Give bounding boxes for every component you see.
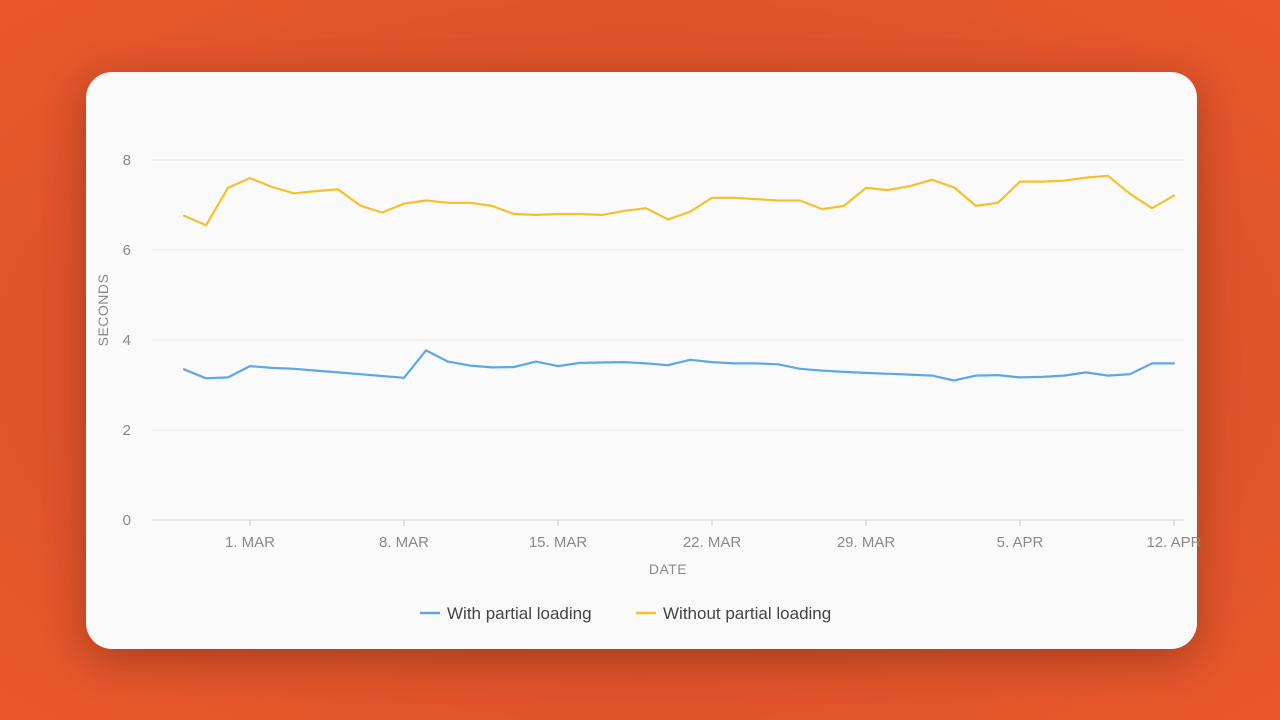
legend-label-with-partial-loading: With partial loading bbox=[447, 604, 592, 623]
x-tick-label: 22. MAR bbox=[683, 534, 742, 551]
x-tick-label: 12. APR bbox=[1146, 534, 1201, 551]
chart-card bbox=[86, 72, 1197, 649]
legend-label-without-partial-loading: Without partial loading bbox=[663, 604, 831, 623]
series-line-with-partial-loading bbox=[182, 349, 1176, 382]
x-axis-ticks: 1. MAR 8. MAR 15. MAR 22. MAR 29. MAR 5. APR 1… bbox=[225, 520, 1202, 551]
y-axis-ticks: 0 2 4 6 8 bbox=[123, 152, 131, 529]
x-tick-label: 15. MAR bbox=[529, 534, 588, 551]
x-tick-label: 5. APR bbox=[997, 534, 1044, 551]
x-tick-label: 8. MAR bbox=[379, 534, 429, 551]
series-lines bbox=[182, 174, 1176, 382]
series-line-without-partial-loading bbox=[182, 174, 1176, 227]
y-tick-label: 6 bbox=[123, 242, 131, 259]
y-axis-title: SECONDS bbox=[95, 274, 111, 347]
legend: With partial loading Without partial loa… bbox=[420, 604, 831, 623]
y-tick-label: 8 bbox=[123, 152, 131, 169]
x-tick-label: 29. MAR bbox=[837, 534, 896, 551]
x-tick-label: 1. MAR bbox=[225, 534, 275, 551]
x-axis-title: DATE bbox=[649, 561, 687, 577]
y-tick-label: 4 bbox=[123, 332, 131, 349]
y-tick-label: 2 bbox=[123, 422, 131, 439]
grid-lines bbox=[152, 159, 1184, 521]
y-tick-label: 0 bbox=[123, 512, 131, 529]
